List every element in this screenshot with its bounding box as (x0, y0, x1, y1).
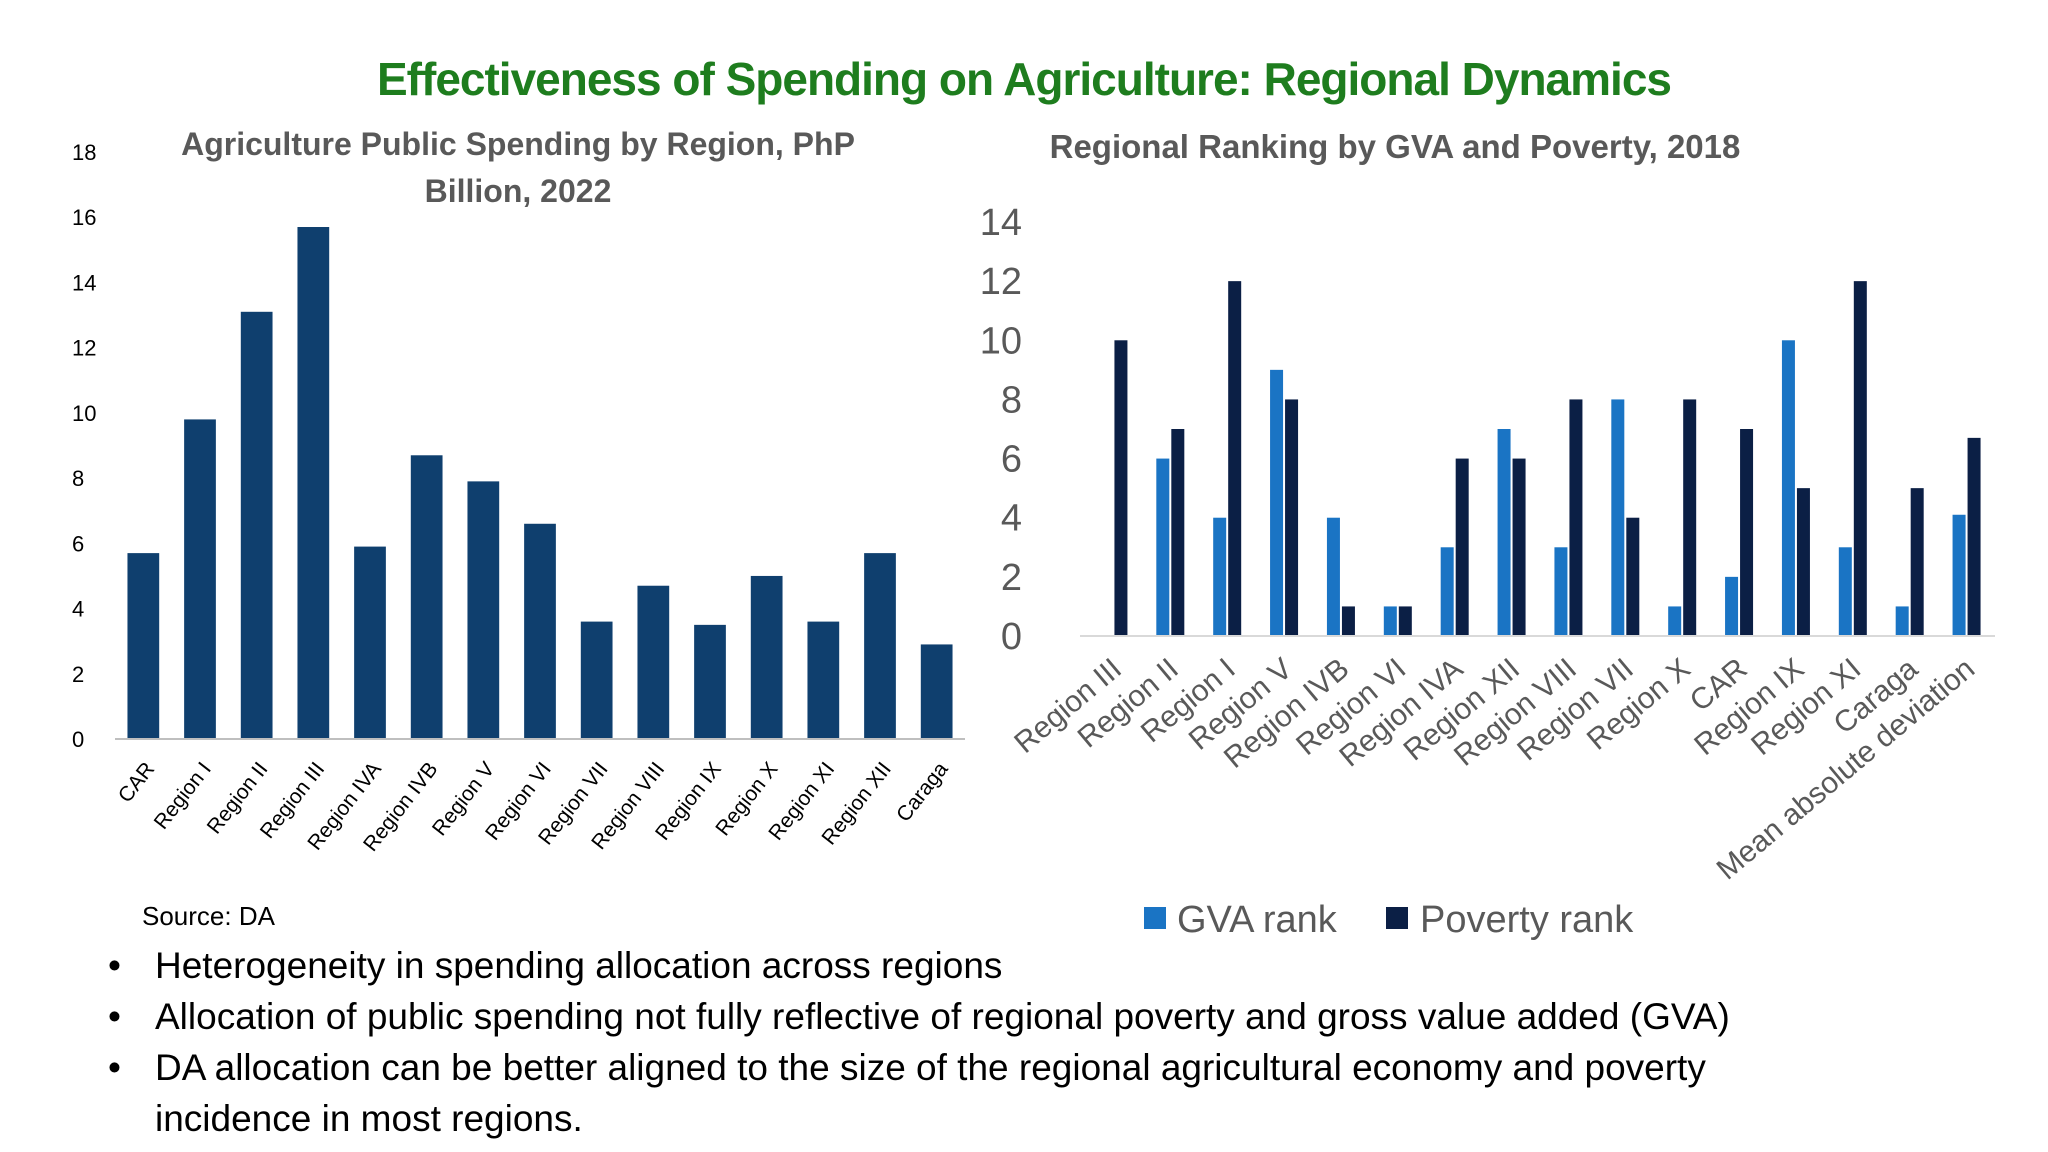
gva-rank-bar (1383, 606, 1397, 636)
poverty-rank-bar (1285, 399, 1299, 636)
poverty-rank-bar (1171, 429, 1185, 636)
poverty-rank-bar (1569, 399, 1583, 636)
source-note: Source: DA (142, 901, 276, 931)
bullet-text: DA allocation can be better aligned to t… (155, 1047, 1706, 1088)
gva-rank-bar (1326, 517, 1340, 636)
spending-bar (184, 419, 216, 739)
poverty-rank-bar (1853, 281, 1867, 636)
ranking-bars (1114, 281, 1981, 636)
gva-rank-bar (1668, 606, 1682, 636)
poverty-rank-bar (1341, 606, 1355, 636)
poverty-rank-bar (1228, 281, 1242, 636)
gva-rank-bar (1611, 399, 1625, 636)
gva-rank-bar (1213, 517, 1227, 636)
x-tick-label: CAR (114, 758, 159, 807)
bullet-text: Heterogeneity in spending allocation acr… (155, 945, 1003, 986)
y-tick-label: 4 (1001, 498, 1022, 540)
spending-bar (524, 523, 556, 739)
y-tick-label: 12 (72, 336, 96, 361)
spending-y-axis: 0 2 4 6 8 10 12 14 16 18 (72, 140, 96, 752)
y-tick-label: 10 (72, 401, 96, 426)
gva-rank-bar (1156, 458, 1170, 636)
y-tick-label: 18 (72, 140, 96, 165)
legend-gva-label: GVA rank (1177, 899, 1338, 941)
poverty-rank-bar (1740, 429, 1754, 636)
spending-bar (920, 644, 953, 739)
y-tick-label: 2 (1001, 557, 1022, 599)
slide-title: Effectiveness of Spending on Agriculture… (377, 53, 1672, 105)
gva-rank-bar (1838, 547, 1852, 636)
poverty-rank-bar (1796, 488, 1810, 636)
poverty-rank-bar (1626, 517, 1640, 636)
y-tick-label: 6 (1001, 439, 1022, 481)
y-tick-label: 6 (72, 531, 84, 556)
spending-bar (127, 553, 160, 739)
poverty-rank-bar (1512, 458, 1526, 636)
gva-rank-bar (1895, 606, 1909, 636)
poverty-rank-bar (1398, 606, 1412, 636)
spending-bar (807, 621, 840, 739)
poverty-rank-bar (1910, 488, 1924, 636)
spending-bar (354, 546, 386, 739)
bullet-item: • DA allocation can be better aligned to … (100, 1042, 2000, 1093)
bullet-text: Allocation of public spending not fully … (155, 996, 1730, 1037)
spending-bar (694, 624, 726, 739)
bullet-item: • Allocation of public spending not fully… (100, 991, 2000, 1042)
spending-bar (864, 553, 896, 739)
y-tick-label: 0 (1001, 616, 1022, 658)
bullet-item-continuation: incidence in most regions. (100, 1093, 2000, 1144)
spending-bar (467, 481, 500, 739)
poverty-rank-bar (1114, 340, 1128, 636)
spending-bars (127, 227, 953, 739)
y-tick-label: 14 (980, 202, 1022, 244)
y-tick-label: 0 (72, 727, 84, 752)
bullet-list: • Heterogeneity in spending allocation ac… (100, 940, 2000, 1144)
spending-bar (637, 585, 670, 739)
spending-chart-title-line2: Billion, 2022 (425, 173, 612, 209)
y-tick-label: 8 (72, 466, 84, 491)
spending-bar (240, 311, 273, 739)
spending-chart-title-line1: Agriculture Public Spending by Region, P… (181, 126, 855, 162)
spending-bar (410, 455, 443, 739)
spending-bar (750, 575, 783, 739)
legend-poverty-swatch (1386, 907, 1408, 929)
poverty-rank-bar (1967, 437, 1981, 636)
gva-rank-bar (1952, 514, 1966, 636)
spending-chart: Agriculture Public Spending by Region, P… (72, 126, 965, 931)
y-tick-label: 8 (1001, 379, 1022, 421)
ranking-y-axis: 0 2 4 6 8 10 12 14 (980, 202, 1022, 658)
legend-poverty-label: Poverty rank (1420, 899, 1634, 941)
gva-rank-bar (1440, 547, 1454, 636)
gva-rank-bar (1554, 547, 1568, 636)
bullet-dot: • (108, 945, 121, 986)
ranking-chart: Regional Ranking by GVA and Poverty, 201… (980, 128, 1995, 941)
legend-gva-swatch (1144, 907, 1166, 929)
bullet-item: • Heterogeneity in spending allocation ac… (100, 940, 2000, 991)
y-tick-label: 4 (72, 597, 84, 622)
bullet-text: incidence in most regions. (155, 1098, 583, 1139)
y-tick-label: 2 (72, 662, 84, 687)
gva-rank-bar (1497, 429, 1511, 636)
spending-bar (297, 227, 330, 739)
ranking-chart-title: Regional Ranking by GVA and Poverty, 201… (1050, 128, 1741, 165)
y-tick-label: 14 (72, 270, 96, 295)
gva-rank-bar (1270, 369, 1284, 636)
poverty-rank-bar (1455, 458, 1469, 636)
y-tick-label: 10 (980, 320, 1022, 362)
poverty-rank-bar (1683, 399, 1697, 636)
y-tick-label: 16 (72, 205, 96, 230)
bullet-dot: • (108, 996, 121, 1037)
bullet-dot: • (108, 1047, 121, 1088)
ranking-legend: GVA rank Poverty rank (1144, 899, 1634, 941)
y-tick-label: 12 (980, 261, 1022, 303)
gva-rank-bar (1725, 576, 1739, 636)
spending-bar (580, 621, 613, 739)
x-tick-label: Caraga (892, 758, 953, 827)
gva-rank-bar (1781, 340, 1795, 636)
